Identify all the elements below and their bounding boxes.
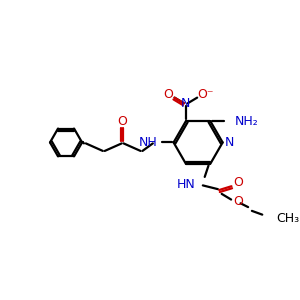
- Text: NH₂: NH₂: [235, 115, 259, 128]
- Text: O: O: [163, 88, 173, 101]
- Text: N: N: [181, 97, 190, 110]
- Text: N: N: [225, 136, 234, 149]
- Text: O: O: [233, 195, 243, 208]
- Text: O: O: [234, 176, 244, 189]
- Text: CH₃: CH₃: [276, 212, 299, 225]
- Text: NH: NH: [139, 136, 158, 149]
- Text: O⁻: O⁻: [197, 88, 214, 101]
- Text: HN: HN: [176, 178, 195, 191]
- Text: O: O: [118, 115, 128, 128]
